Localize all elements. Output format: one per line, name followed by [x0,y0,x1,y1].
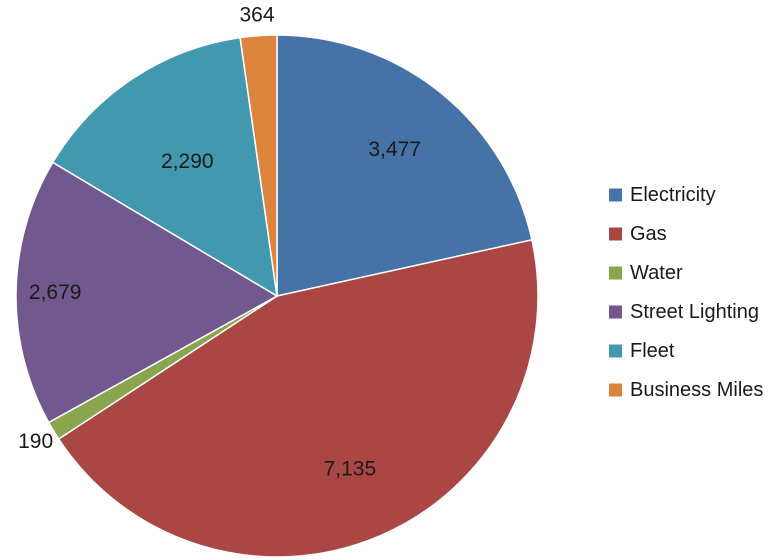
legend-label-water: Water [630,262,683,284]
data-label-water: 190 [18,430,53,453]
data-label-business-miles: 364 [240,3,275,26]
legend-label-fleet: Fleet [630,340,675,362]
slice-electricity [276,34,533,297]
pie-data-labels: 3,477 7,135 190 2,679 2,290 364 [18,3,421,480]
data-label-street-lighting: 2,679 [29,281,82,304]
legend-swatch-street-lighting [609,305,622,319]
legend-label-electricity: Electricity [630,184,716,206]
legend-swatch-gas [609,227,622,241]
legend-label-street-lighting: Street Lighting [630,301,759,323]
data-label-gas: 7,135 [324,458,377,481]
legend: Electricity Gas Water Street Lighting Fleet B… [609,184,763,401]
slice-street-lighting [15,161,279,424]
data-label-fleet: 2,290 [161,150,214,173]
slice-business-miles [239,34,278,297]
legend-label-gas: Gas [630,223,667,245]
legend-swatch-electricity [609,188,622,202]
pie-slices [15,34,539,558]
legend-swatch-water [609,266,622,280]
legend-swatch-business-miles [609,383,622,397]
data-label-electricity: 3,477 [368,138,421,161]
legend-swatch-fleet [609,344,622,358]
slice-fleet [51,36,278,298]
legend-label-business-miles: Business Miles [630,379,763,401]
slice-gas [57,238,539,558]
